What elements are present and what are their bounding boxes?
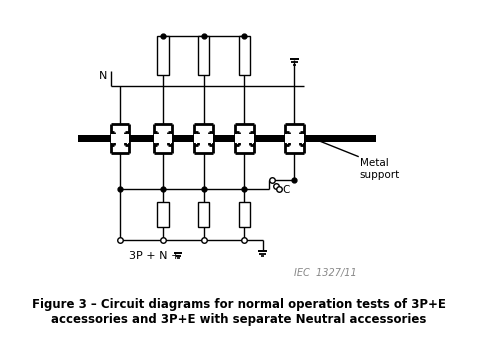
- Bar: [195, 134, 213, 143]
- Bar: [239, 202, 250, 227]
- Bar: [239, 37, 250, 75]
- Bar: [197, 202, 209, 227]
- Text: Figure 3 – Circuit diagrams for normal operation tests of 3P+E
accessories and 3: Figure 3 – Circuit diagrams for normal o…: [32, 298, 446, 326]
- Bar: [153, 134, 172, 143]
- Text: C: C: [283, 185, 290, 195]
- Bar: [197, 37, 209, 75]
- Bar: [111, 134, 129, 143]
- Text: 3P + N +: 3P + N +: [129, 252, 184, 261]
- Text: Metal
support: Metal support: [360, 158, 400, 180]
- Bar: [157, 37, 169, 75]
- Text: N: N: [99, 71, 107, 81]
- Bar: [157, 202, 169, 227]
- Bar: [235, 134, 253, 143]
- Bar: [78, 135, 376, 142]
- Text: IEC  1327/11: IEC 1327/11: [294, 268, 357, 278]
- Bar: [285, 134, 304, 143]
